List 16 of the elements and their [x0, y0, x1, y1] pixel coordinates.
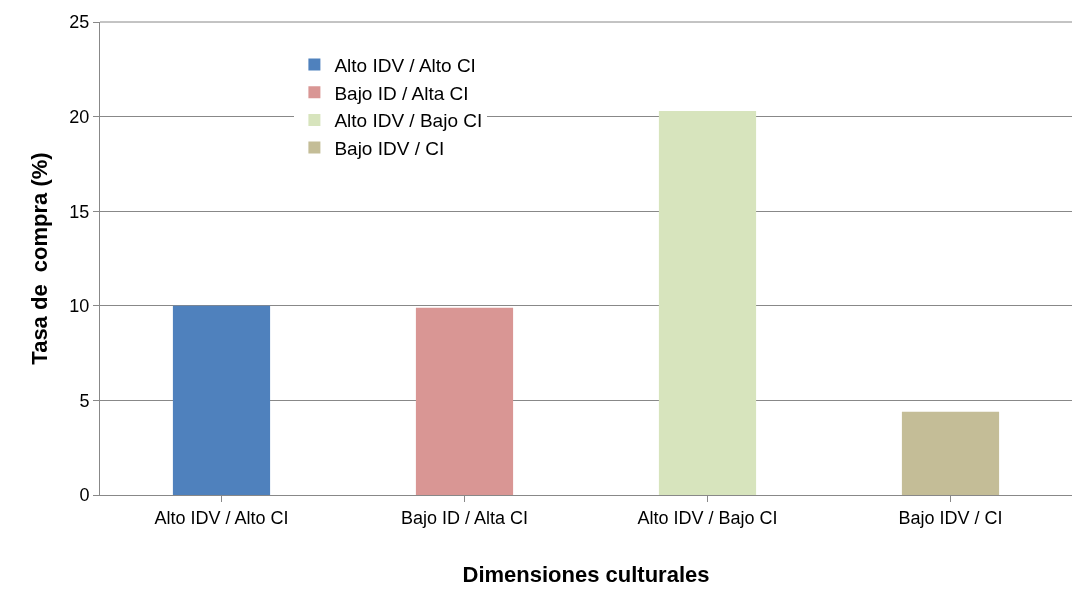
y-tick-label: 15 [69, 201, 90, 222]
x-tick-label: Alto IDV / Alto CI [154, 507, 289, 528]
y-tick-label: 0 [79, 485, 90, 506]
y-tick-label: 5 [79, 390, 90, 411]
legend-label: Alto IDV / Alto CI [334, 54, 476, 76]
y-tick-label: 10 [69, 296, 90, 317]
legend-label: Bajo IDV / CI [334, 138, 445, 160]
x-tick-label: Bajo ID / Alta CI [400, 507, 529, 528]
x-tick-label: Bajo IDV / CI [898, 507, 1003, 528]
legend-label: Bajo ID / Alta CI [334, 82, 469, 104]
legend-label: Alto IDV / Bajo CI [334, 110, 483, 132]
x-tick-label: Alto IDV / Bajo CI [637, 507, 778, 528]
y-tick-label: 20 [69, 106, 90, 127]
x-axis-title: Dimensiones culturales [462, 562, 710, 588]
y-tick-label: 25 [69, 12, 90, 33]
y-axis-title: Tasa de compra (%) [27, 152, 53, 365]
